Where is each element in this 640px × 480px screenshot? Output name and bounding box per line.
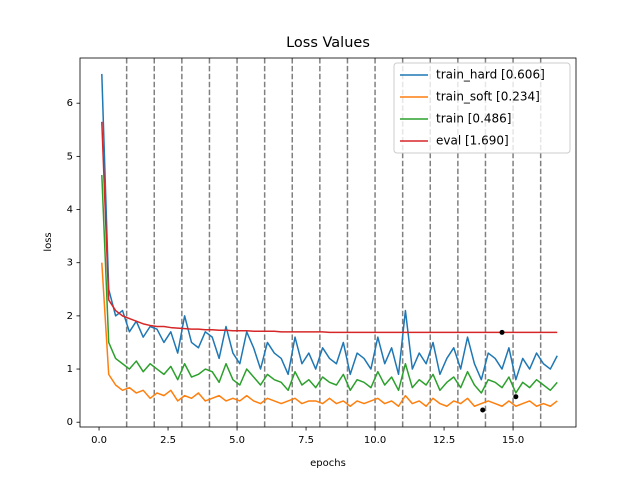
legend-label: eval [1.690]	[436, 134, 509, 148]
x-tick-label: 0.0	[91, 435, 107, 446]
x-tick-label: 12.5	[433, 435, 455, 446]
y-tick-label: 4	[67, 205, 73, 216]
x-axis-label: epochs	[310, 458, 346, 469]
y-tick-label: 5	[67, 151, 73, 162]
series-line	[101, 121, 558, 334]
x-tick-label: 5.0	[229, 435, 245, 446]
x-tick-label: 2.5	[160, 435, 176, 446]
series-line	[101, 262, 558, 408]
y-tick-label: 3	[67, 258, 73, 269]
legend-label: train_soft [0.234]	[436, 90, 540, 104]
x-tick-label: 7.5	[298, 435, 314, 446]
y-tick-label: 1	[67, 364, 73, 375]
chart-title: Loss Values	[286, 35, 370, 51]
axes-frame	[79, 57, 577, 428]
marker-point	[480, 407, 486, 413]
marker-point	[499, 329, 505, 335]
x-tick-label: 10.0	[364, 435, 386, 446]
plot-area	[101, 58, 558, 427]
y-tick-label: 6	[67, 98, 73, 109]
legend-label: train_hard [0.606]	[436, 68, 545, 82]
legend-box	[393, 62, 571, 154]
series-line	[101, 73, 558, 381]
legend-label: train [0.486]	[436, 112, 511, 126]
series-line	[101, 174, 558, 394]
x-tick-label: 15.0	[502, 435, 524, 446]
marker-point	[513, 394, 519, 400]
y-tick-label: 2	[67, 311, 73, 322]
y-tick-label: 0	[67, 417, 73, 428]
y-axis-label: loss	[43, 232, 54, 251]
